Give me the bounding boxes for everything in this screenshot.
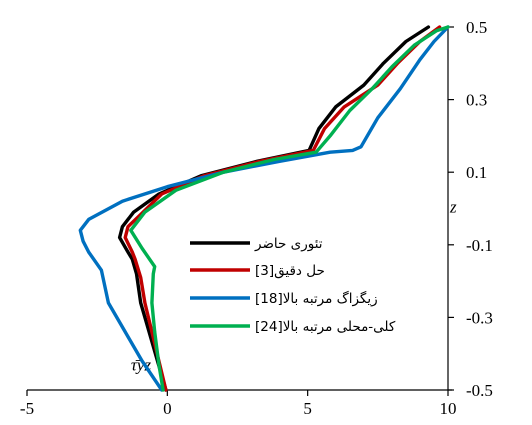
y-axis-title: z: [449, 198, 457, 217]
x-tick-label: 10: [440, 399, 457, 418]
series-line-4: [131, 27, 448, 390]
legend: تئوری حاضر حل دقیق[3] زیگزاگ مرتبه بالا[18…: [190, 236, 396, 335]
series-line-2: [125, 27, 439, 390]
legend-label-4: کلی-محلی مرتبه بالا[24]: [255, 319, 396, 335]
x-tick-label: -5: [20, 399, 34, 418]
legend-label-3: زیگزاگ مرتبه بالا[18]: [255, 290, 378, 307]
y-tick-label: 0.1: [466, 163, 487, 182]
y-tick-label: -0.5: [466, 381, 493, 400]
x-tick-label: 5: [303, 399, 312, 418]
series-layer: [80, 27, 448, 390]
y-tick-label: 0.5: [466, 18, 487, 37]
y-tick-label: -0.1: [466, 236, 493, 255]
x-tick-label: 0: [163, 399, 172, 418]
legend-label-2: حل دقیق[3]: [255, 263, 325, 279]
series-line-3: [80, 27, 448, 390]
legend-label-1: تئوری حاضر: [254, 236, 323, 252]
y-tick-label: -0.3: [466, 308, 493, 327]
y-tick-label: 0.3: [466, 91, 487, 110]
